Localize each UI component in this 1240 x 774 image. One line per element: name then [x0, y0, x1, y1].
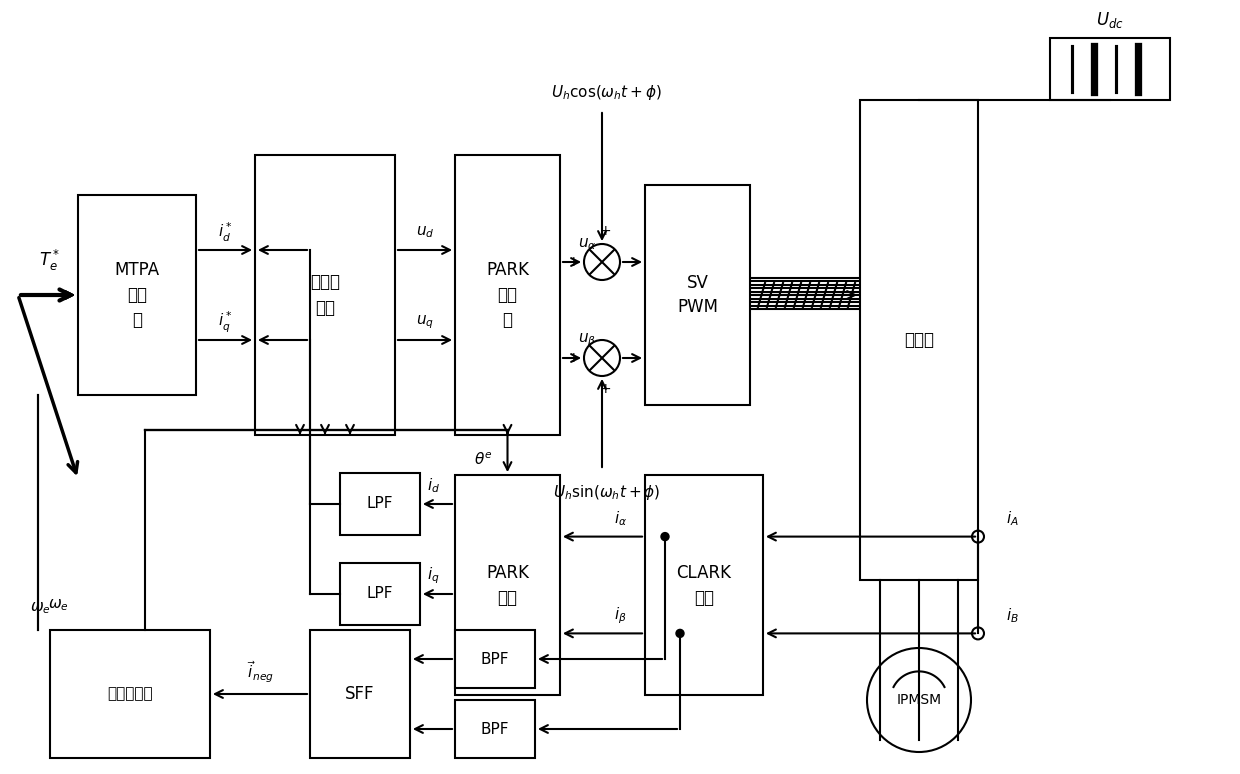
- Text: $\vec{i}_{neg}$: $\vec{i}_{neg}$: [247, 659, 274, 685]
- Bar: [455, 700, 534, 758]
- Circle shape: [661, 533, 670, 540]
- Text: BPF: BPF: [481, 721, 510, 737]
- Text: $u_q$: $u_q$: [415, 313, 434, 330]
- Bar: [861, 100, 978, 580]
- Text: $i_A$: $i_A$: [1006, 509, 1019, 528]
- Text: $T_e^*$: $T_e^*$: [40, 248, 61, 272]
- Text: +: +: [568, 255, 579, 269]
- Text: $\omega_e$: $\omega_e$: [30, 600, 51, 616]
- Text: CLARK
变换: CLARK 变换: [677, 563, 732, 607]
- Text: SFF: SFF: [345, 685, 374, 703]
- Bar: [255, 155, 396, 435]
- Text: $U_{dc}$: $U_{dc}$: [1096, 10, 1123, 30]
- Text: $u_\beta$: $u_\beta$: [578, 331, 596, 349]
- Text: $i_B$: $i_B$: [1006, 606, 1019, 625]
- Text: 逆变器: 逆变器: [904, 331, 934, 349]
- Text: $u_d$: $u_d$: [415, 224, 434, 240]
- Text: $\omega_e$: $\omega_e$: [48, 598, 69, 613]
- Bar: [645, 475, 763, 695]
- Text: 位置观测器: 位置观测器: [107, 687, 153, 701]
- Bar: [310, 630, 410, 758]
- Text: $i_q$: $i_q$: [428, 566, 440, 586]
- Bar: [78, 195, 196, 395]
- Text: $i_q^*$: $i_q^*$: [218, 310, 233, 334]
- Text: +: +: [599, 382, 611, 396]
- Text: $i_\alpha$: $i_\alpha$: [614, 509, 627, 528]
- Bar: [340, 473, 420, 535]
- Text: LPF: LPF: [367, 587, 393, 601]
- Text: BPF: BPF: [481, 652, 510, 666]
- Text: $i_d$: $i_d$: [427, 477, 440, 495]
- Text: $\theta^e$: $\theta^e$: [474, 452, 492, 468]
- Bar: [645, 185, 750, 405]
- Text: 预测控
制器: 预测控 制器: [310, 273, 340, 317]
- Text: $i_\beta$: $i_\beta$: [614, 605, 627, 625]
- Bar: [455, 155, 560, 435]
- Bar: [50, 630, 210, 758]
- Text: SV
PWM: SV PWM: [677, 273, 718, 317]
- Text: $U_h\sin(\omega_h t+\phi)$: $U_h\sin(\omega_h t+\phi)$: [553, 482, 661, 502]
- Text: $U_h\cos(\omega_h t+\phi)$: $U_h\cos(\omega_h t+\phi)$: [552, 83, 662, 101]
- Text: IPMSM: IPMSM: [897, 693, 941, 707]
- Text: MTPA
控制
器: MTPA 控制 器: [114, 261, 160, 329]
- Text: +: +: [599, 224, 611, 238]
- Text: $u_\alpha$: $u_\alpha$: [578, 236, 596, 252]
- Bar: [1050, 38, 1171, 100]
- Text: PARK
变换: PARK 变换: [486, 563, 529, 607]
- Bar: [455, 475, 560, 695]
- Text: PARK
逆变
换: PARK 逆变 换: [486, 261, 529, 329]
- Text: LPF: LPF: [367, 496, 393, 512]
- Bar: [340, 563, 420, 625]
- Text: +: +: [568, 351, 579, 365]
- Text: $i_d^*$: $i_d^*$: [218, 221, 233, 244]
- Bar: [455, 630, 534, 688]
- Circle shape: [676, 629, 684, 638]
